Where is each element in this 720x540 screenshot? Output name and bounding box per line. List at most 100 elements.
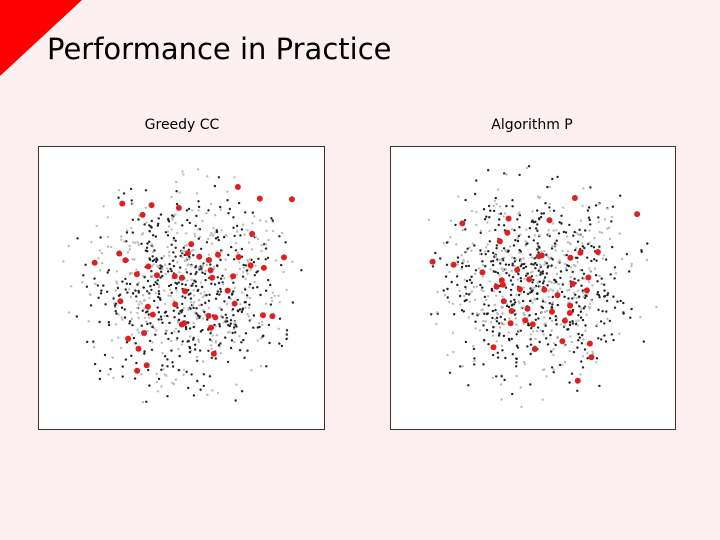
- point: [259, 293, 262, 297]
- point: [251, 286, 255, 290]
- point: [144, 303, 151, 310]
- point: [106, 245, 110, 248]
- point: [117, 313, 120, 316]
- point: [151, 259, 155, 263]
- point: [128, 244, 131, 248]
- point: [136, 311, 139, 315]
- point: [144, 189, 148, 192]
- slide-title: Performance in Practice: [47, 32, 391, 66]
- point: [566, 241, 570, 244]
- point: [566, 250, 570, 253]
- point: [145, 400, 148, 403]
- point: [585, 313, 588, 316]
- point: [121, 375, 124, 378]
- point: [545, 309, 548, 313]
- point: [207, 267, 214, 274]
- point: [159, 267, 162, 270]
- point: [137, 331, 140, 334]
- point: [581, 333, 584, 337]
- point: [564, 267, 568, 270]
- point: [543, 368, 546, 371]
- point: [232, 281, 235, 284]
- point: [189, 297, 193, 300]
- point: [179, 274, 185, 281]
- point: [504, 229, 511, 236]
- point: [117, 196, 120, 199]
- point: [501, 312, 504, 315]
- point: [149, 285, 152, 288]
- point: [645, 258, 649, 262]
- point: [613, 277, 616, 280]
- point: [144, 311, 148, 314]
- point: [500, 398, 503, 401]
- point: [156, 224, 159, 227]
- point: [190, 264, 193, 268]
- point: [244, 211, 247, 214]
- point: [248, 285, 251, 289]
- point: [185, 244, 188, 247]
- point: [114, 310, 117, 313]
- point: [448, 371, 452, 374]
- point: [538, 196, 542, 199]
- point: [501, 295, 504, 298]
- point: [589, 223, 592, 226]
- point: [493, 199, 496, 203]
- point: [164, 310, 168, 313]
- point: [154, 260, 158, 264]
- point: [536, 223, 539, 226]
- point: [606, 207, 609, 211]
- point: [516, 239, 520, 243]
- point: [227, 253, 230, 257]
- point: [288, 196, 295, 203]
- point: [482, 290, 485, 293]
- point: [210, 231, 213, 235]
- point: [592, 246, 596, 249]
- point: [102, 205, 105, 208]
- point: [150, 288, 153, 292]
- point: [219, 205, 222, 209]
- point: [526, 272, 529, 275]
- point: [483, 312, 486, 315]
- point: [546, 343, 550, 346]
- point: [181, 302, 184, 306]
- point: [273, 294, 276, 297]
- point: [550, 264, 553, 267]
- point: [523, 313, 527, 317]
- point: [450, 280, 453, 284]
- point: [192, 321, 195, 325]
- point: [514, 317, 517, 320]
- plot-frame: [38, 146, 325, 430]
- point: [117, 294, 121, 297]
- point: [513, 260, 516, 263]
- point: [513, 229, 516, 232]
- point: [493, 303, 496, 307]
- point: [532, 278, 535, 282]
- point: [556, 303, 559, 307]
- point: [206, 318, 209, 321]
- point: [488, 280, 491, 283]
- point: [194, 284, 198, 288]
- point: [92, 346, 96, 349]
- point: [555, 272, 558, 276]
- point: [202, 360, 205, 363]
- point: [612, 295, 615, 298]
- point: [546, 284, 549, 287]
- point: [500, 267, 503, 270]
- point: [481, 286, 484, 289]
- point: [567, 254, 574, 261]
- point: [541, 272, 544, 275]
- point: [457, 195, 460, 198]
- point: [498, 277, 505, 284]
- point: [505, 204, 508, 208]
- point: [582, 187, 585, 190]
- point: [573, 277, 576, 280]
- point: [218, 323, 221, 326]
- point: [224, 318, 228, 321]
- point: [629, 316, 632, 319]
- point: [581, 204, 584, 208]
- point: [161, 321, 164, 324]
- point: [510, 337, 513, 341]
- point: [498, 205, 502, 208]
- point: [117, 298, 124, 305]
- point: [554, 315, 557, 318]
